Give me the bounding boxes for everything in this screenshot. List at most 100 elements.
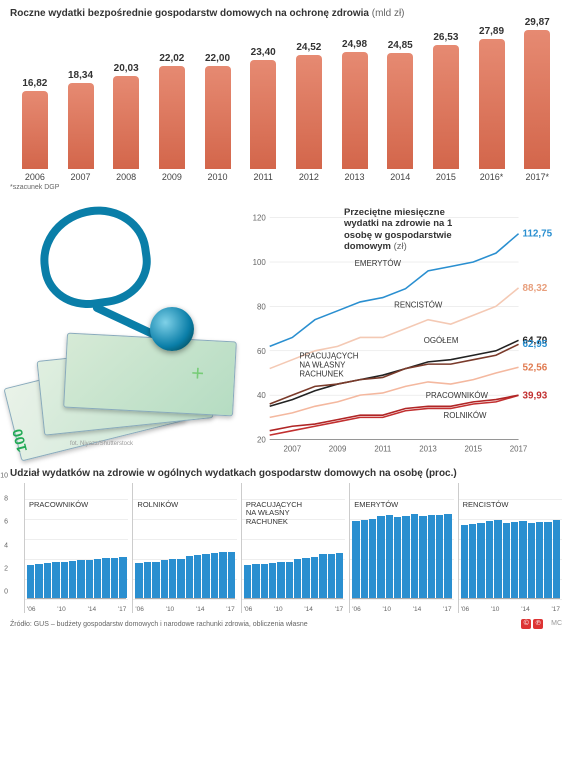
bar-column: 20,03 2008 — [105, 63, 147, 182]
bar-column: 22,00 2010 — [197, 53, 239, 182]
copyright-icon: ©℗ — [519, 620, 543, 627]
stethoscope-icon — [150, 307, 194, 351]
svg-text:2009: 2009 — [329, 444, 347, 453]
bar-value-label: 23,40 — [251, 47, 276, 58]
bar-year-label: 2010 — [208, 172, 228, 182]
group-bar — [336, 553, 343, 598]
group-bar — [477, 523, 484, 598]
line-end-value: 62,95 — [523, 339, 548, 350]
group-bar — [119, 557, 126, 598]
group-bar — [469, 524, 476, 598]
bar-value-label: 16,82 — [22, 78, 47, 89]
author-initials: MC — [551, 620, 562, 627]
group-bar — [444, 514, 451, 598]
bar-column: 22,022009 — [151, 53, 193, 182]
group-bars — [352, 499, 451, 599]
bar-value-label: 24,52 — [296, 42, 321, 53]
stethoscope-money-illustration: 100 + + + fot. Niyazz/Shutterstock — [10, 197, 240, 447]
group-bar — [377, 516, 384, 598]
bar-rect — [342, 52, 368, 169]
y-tick: 8 — [4, 496, 8, 503]
stethoscope-icon — [34, 200, 157, 314]
bar-rect — [479, 39, 505, 169]
bar-chart-unit: (mld zł) — [372, 8, 405, 19]
bar-chart-plot: 16,82200618,34200720,03200822,02200922,0… — [10, 22, 562, 182]
bar-group: EMERYTÓW'06'10'14'17 — [349, 483, 453, 613]
y-tick: 4 — [4, 542, 8, 549]
series-label: ROLNIKÓW — [444, 411, 488, 420]
grouped-bar-chart: Udział wydatków na zdrowie w ogólnych wy… — [10, 468, 562, 613]
bar-value-label: 26,53 — [433, 32, 458, 43]
svg-text:20: 20 — [257, 436, 266, 445]
x-tick: '06 — [461, 606, 469, 613]
x-tick: '06 — [27, 606, 35, 613]
bar-year-label: 2008 — [116, 172, 136, 182]
group-bar — [202, 554, 209, 598]
group-bars — [244, 499, 343, 599]
group-bar — [144, 562, 151, 598]
x-tick: '17 — [443, 606, 451, 613]
bar-column: 26,532015 — [425, 32, 467, 182]
group-bar — [186, 556, 193, 598]
bar-rect — [524, 30, 550, 169]
bar-rect — [433, 45, 459, 169]
group-bar — [461, 525, 468, 598]
bar-column: 18,34 2007 — [60, 70, 102, 182]
group-xticks: '06'10'14'17 — [352, 606, 451, 613]
bar-year-label: 2007 — [70, 172, 90, 182]
group-bar — [519, 521, 526, 598]
x-tick: '14 — [196, 606, 204, 613]
group-bar — [35, 564, 42, 598]
bar-value-label: 20,03 — [114, 63, 139, 74]
group-bar — [169, 559, 176, 598]
series-label: PRACOWNIKÓW — [426, 391, 489, 400]
grouped-chart-plot: 0246810 PRACOWNIKÓW'06'10'14'17ROLNIKÓW'… — [10, 483, 562, 613]
series-label: OGÓŁEM — [424, 336, 459, 345]
group-bar — [402, 516, 409, 598]
x-tick: '06 — [135, 606, 143, 613]
source-line: Źródło: GUS – budżety gospodarstw domowy… — [10, 619, 562, 629]
group-bar — [111, 558, 118, 598]
bar-rect — [250, 60, 276, 169]
group-bar — [69, 561, 76, 598]
bar-year-label: 2012 — [299, 172, 319, 182]
line-end-value: 88,32 — [523, 283, 548, 294]
group-bar — [194, 555, 201, 598]
source-right: ©℗ MC — [519, 619, 562, 629]
group-bar — [361, 520, 368, 598]
group-bar — [219, 552, 226, 598]
bar-chart-footnote: *szacunek DGP — [10, 184, 562, 191]
bar-value-label: 24,98 — [342, 39, 367, 50]
line-chart-unit: (zł) — [394, 241, 407, 252]
banknote-value: 100 — [9, 427, 30, 454]
bar-value-label: 18,34 — [68, 70, 93, 81]
x-tick: '17 — [335, 606, 343, 613]
group-bar — [411, 514, 418, 598]
bar-year-label: 2013 — [345, 172, 365, 182]
grouped-chart-yaxis: 0246810 — [0, 483, 10, 599]
svg-text:2007: 2007 — [284, 444, 302, 453]
bar-year-label: 2009 — [162, 172, 182, 182]
group-bar — [386, 515, 393, 598]
line-chart: 2040608010012020072009201120132015201711… — [246, 197, 562, 462]
bar-value-label: 24,85 — [388, 40, 413, 51]
x-tick: '10 — [383, 606, 391, 613]
group-bar — [228, 552, 235, 598]
y-tick: 6 — [4, 519, 8, 526]
line-chart-title: Przeciętne miesięczne wydatki na zdrowie… — [344, 207, 464, 253]
group-bar — [302, 558, 309, 598]
group-bars — [461, 499, 560, 599]
svg-text:60: 60 — [257, 347, 266, 356]
group-bar — [419, 516, 426, 598]
group-bar — [528, 523, 535, 598]
bar-group: RENCISTÓW'06'10'14'17 — [458, 483, 562, 613]
x-tick: '14 — [88, 606, 96, 613]
bar-year-label: 2017* — [525, 172, 549, 182]
group-bar — [553, 520, 560, 598]
group-bar — [294, 559, 301, 598]
bar-column: 23,402011 — [242, 47, 284, 182]
group-bar — [161, 560, 168, 598]
bar-rect — [296, 55, 322, 169]
bar-value-label: 22,00 — [205, 53, 230, 64]
group-xticks: '06'10'14'17 — [244, 606, 343, 613]
